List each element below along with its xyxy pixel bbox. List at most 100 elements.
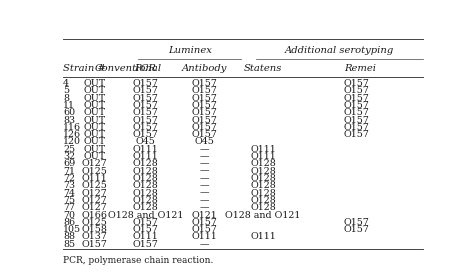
Text: O111: O111 [133, 232, 158, 241]
Text: 8: 8 [63, 94, 69, 103]
Text: O128: O128 [250, 189, 276, 198]
Text: O128: O128 [250, 203, 276, 212]
Text: O127: O127 [81, 189, 107, 198]
Text: 77: 77 [63, 203, 75, 212]
Text: O125: O125 [81, 218, 107, 227]
Text: —: — [200, 145, 209, 154]
Text: Strain #: Strain # [63, 64, 106, 73]
Text: O157: O157 [344, 123, 370, 132]
Text: O157: O157 [191, 225, 217, 234]
Text: O121: O121 [191, 211, 217, 220]
Text: Statens: Statens [244, 64, 283, 73]
Text: O157: O157 [344, 79, 370, 88]
Text: O166: O166 [81, 211, 107, 220]
Text: —: — [200, 240, 209, 249]
Text: OUT: OUT [83, 116, 105, 124]
Text: 69: 69 [63, 159, 75, 169]
Text: 72: 72 [63, 174, 75, 183]
Text: Remei: Remei [344, 64, 376, 73]
Text: O157: O157 [81, 240, 107, 249]
Text: OUT: OUT [83, 101, 105, 110]
Text: 25: 25 [63, 145, 75, 154]
Text: 32: 32 [63, 152, 75, 161]
Text: O45: O45 [136, 138, 155, 146]
Text: O111: O111 [250, 145, 276, 154]
Text: 88: 88 [63, 232, 75, 241]
Text: O157: O157 [133, 123, 158, 132]
Text: 83: 83 [63, 116, 75, 124]
Text: O127: O127 [81, 196, 107, 205]
Text: O157: O157 [191, 101, 217, 110]
Text: OUT: OUT [83, 145, 105, 154]
Text: O127: O127 [81, 159, 107, 169]
Text: 116: 116 [63, 123, 81, 132]
Text: PCR: PCR [135, 64, 156, 73]
Text: —: — [200, 196, 209, 205]
Text: O157: O157 [344, 101, 370, 110]
Text: O137: O137 [81, 232, 107, 241]
Text: O157: O157 [191, 86, 217, 95]
Text: O158: O158 [81, 225, 107, 234]
Text: 126: 126 [63, 130, 81, 139]
Text: O128: O128 [133, 203, 158, 212]
Text: O157: O157 [133, 108, 158, 117]
Text: O157: O157 [133, 225, 158, 234]
Text: O128: O128 [133, 174, 158, 183]
Text: O157: O157 [133, 94, 158, 103]
Text: OUT: OUT [83, 123, 105, 132]
Text: 73: 73 [63, 181, 75, 190]
Text: 60: 60 [63, 108, 75, 117]
Text: O128: O128 [133, 159, 158, 169]
Text: O111: O111 [81, 174, 107, 183]
Text: —: — [200, 152, 209, 161]
Text: Additional serotyping: Additional serotyping [285, 46, 394, 55]
Text: 85: 85 [63, 240, 75, 249]
Text: —: — [200, 167, 209, 176]
Text: O157: O157 [191, 218, 217, 227]
Text: Luminex: Luminex [168, 46, 211, 55]
Text: O128: O128 [250, 174, 276, 183]
Text: O111: O111 [133, 145, 158, 154]
Text: 75: 75 [63, 196, 75, 205]
Text: O157: O157 [133, 101, 158, 110]
Text: OUT: OUT [83, 138, 105, 146]
Text: —: — [200, 159, 209, 169]
Text: 105: 105 [63, 225, 81, 234]
Text: O128: O128 [250, 196, 276, 205]
Text: OUT: OUT [83, 79, 105, 88]
Text: 4: 4 [63, 79, 69, 88]
Text: —: — [200, 203, 209, 212]
Text: O157: O157 [191, 130, 217, 139]
Text: O157: O157 [344, 108, 370, 117]
Text: O157: O157 [191, 108, 217, 117]
Text: O128: O128 [133, 181, 158, 190]
Text: OUT: OUT [83, 152, 105, 161]
Text: O127: O127 [81, 203, 107, 212]
Text: O157: O157 [133, 218, 158, 227]
Text: O157: O157 [133, 79, 158, 88]
Text: O45: O45 [194, 138, 214, 146]
Text: Antibody: Antibody [182, 64, 227, 73]
Text: O111: O111 [250, 152, 276, 161]
Text: 70: 70 [63, 211, 75, 220]
Text: 71: 71 [63, 167, 75, 176]
Text: 11: 11 [63, 101, 75, 110]
Text: O128: O128 [133, 196, 158, 205]
Text: O157: O157 [191, 116, 217, 124]
Text: O111: O111 [191, 232, 217, 241]
Text: O125: O125 [81, 181, 107, 190]
Text: 86: 86 [63, 218, 75, 227]
Text: O111: O111 [250, 232, 276, 241]
Text: O128: O128 [250, 181, 276, 190]
Text: O128: O128 [250, 159, 276, 169]
Text: O157: O157 [191, 79, 217, 88]
Text: O128: O128 [133, 189, 158, 198]
Text: O128: O128 [250, 167, 276, 176]
Text: O157: O157 [344, 116, 370, 124]
Text: 74: 74 [63, 189, 75, 198]
Text: 5: 5 [63, 86, 69, 95]
Text: O128 and O121: O128 and O121 [226, 211, 301, 220]
Text: O128: O128 [133, 167, 158, 176]
Text: 120: 120 [63, 138, 81, 146]
Text: O157: O157 [344, 218, 370, 227]
